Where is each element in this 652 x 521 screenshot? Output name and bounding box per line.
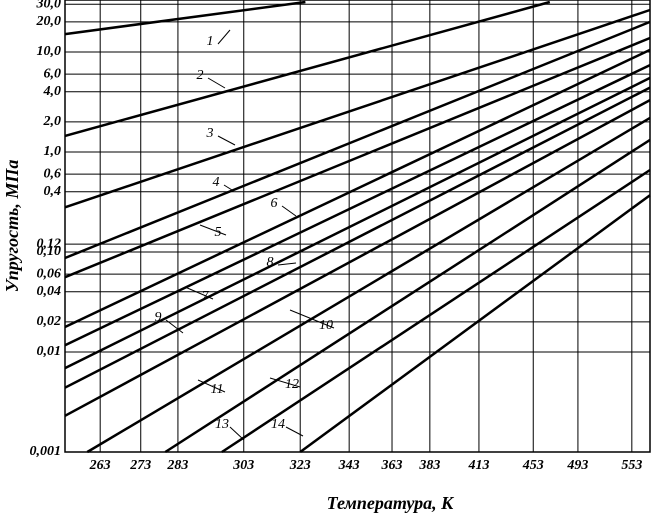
series-line — [299, 194, 651, 454]
y-tick-label: 0,001 — [30, 444, 62, 459]
y-tick-label: 0,4 — [44, 184, 62, 199]
series-line — [64, 36, 651, 279]
series-line — [64, 8, 651, 209]
series-line — [164, 138, 651, 454]
label-leader — [223, 184, 233, 191]
label-leader — [281, 205, 297, 217]
x-tick-label: 493 — [566, 458, 588, 473]
y-tick-label: 0,04 — [37, 284, 62, 299]
y-tick-label: 0,06 — [37, 266, 62, 281]
y-tick-label: 1,0 — [44, 144, 62, 159]
y-axis-label: Упругость, МПа — [2, 160, 22, 293]
series-line — [64, 63, 651, 347]
y-tick-label: 6,0 — [44, 66, 62, 81]
label-leader — [277, 262, 297, 266]
x-tick-label: 273 — [129, 458, 151, 473]
label-leader — [199, 224, 227, 236]
label-leader — [217, 29, 231, 45]
series-line — [64, 48, 651, 329]
y-tick-label: 2,0 — [43, 114, 62, 129]
y-tick-label: 30,0 — [36, 0, 62, 11]
series-line — [64, 98, 651, 417]
y-tick-label: 4,0 — [43, 84, 62, 99]
label-leader — [197, 379, 226, 393]
x-tick-label: 553 — [621, 458, 642, 473]
y-tick-label: 0,12 — [37, 236, 62, 251]
x-axis-label: Температура, К — [327, 493, 456, 513]
x-tick-label: 453 — [522, 458, 544, 473]
y-tick-label: 0,02 — [37, 314, 62, 329]
label-leader — [285, 426, 304, 437]
x-tick-label: 383 — [418, 458, 440, 473]
series-line — [64, 86, 651, 389]
x-tick-label: 343 — [338, 458, 360, 473]
series-line — [86, 116, 651, 454]
series-label: 7 — [202, 289, 210, 304]
label-leader — [207, 77, 226, 89]
series-label: 13 — [215, 417, 229, 432]
series-label: 4 — [213, 175, 220, 190]
y-tick-label: 0,10 — [37, 244, 62, 259]
series-label: 11 — [211, 382, 224, 397]
series-line — [64, 20, 651, 260]
series-label: 3 — [206, 126, 214, 141]
series-label: 5 — [215, 225, 222, 240]
y-tick-label: 10,0 — [37, 44, 62, 59]
series-label: 10 — [319, 318, 333, 333]
x-tick-label: 263 — [89, 458, 111, 473]
x-tick-label: 303 — [232, 458, 254, 473]
x-tick-label: 363 — [381, 458, 403, 473]
series-label: 12 — [285, 377, 299, 392]
series-line — [64, 0, 551, 138]
series-line — [64, 0, 306, 36]
series-line — [221, 168, 651, 454]
label-leader — [229, 426, 245, 441]
plot-frame — [64, 0, 651, 453]
y-tick-label: 0,6 — [44, 166, 62, 181]
series-label: 9 — [155, 310, 162, 325]
x-tick-label: 323 — [289, 458, 311, 473]
series-label: 14 — [271, 417, 285, 432]
y-tick-label: 20,0 — [36, 14, 62, 29]
x-tick-label: 413 — [467, 458, 489, 473]
series-label: 8 — [267, 255, 274, 270]
series-label: 6 — [271, 196, 278, 211]
series-label: 2 — [197, 68, 204, 83]
y-tick-label: 0,01 — [37, 344, 62, 359]
label-leader — [217, 135, 236, 146]
label-leader — [269, 377, 301, 388]
x-tick-label: 283 — [166, 458, 188, 473]
series-label: 1 — [207, 34, 214, 49]
series-line — [64, 76, 651, 370]
label-leader — [165, 319, 184, 334]
